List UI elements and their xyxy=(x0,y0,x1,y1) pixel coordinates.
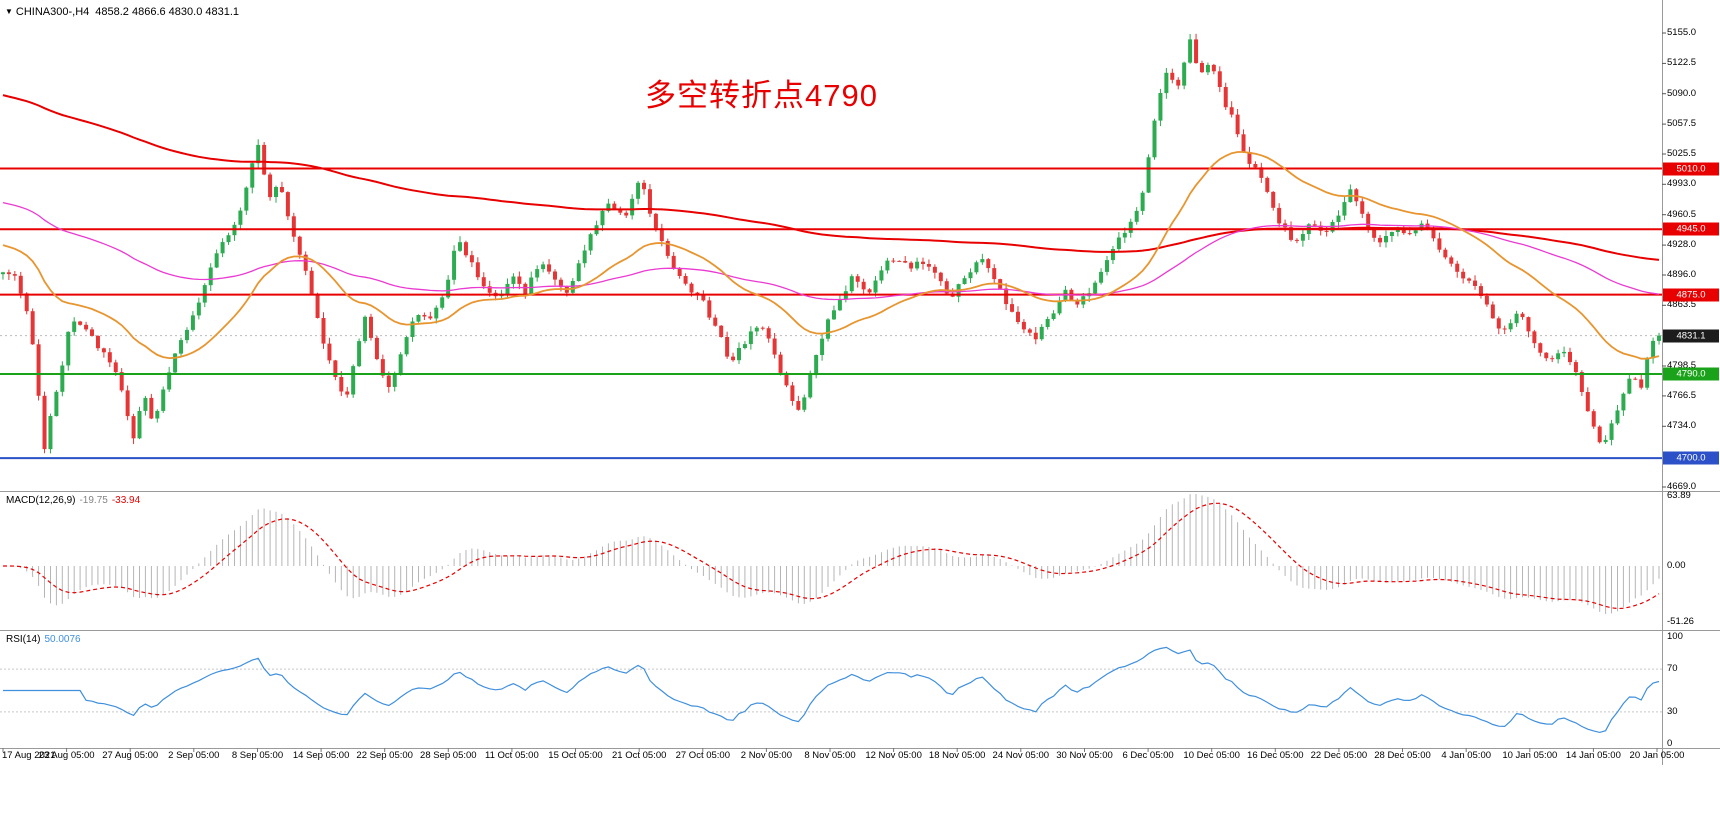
macd-name: MACD(12,26,9) xyxy=(6,495,76,506)
macd-signal-line xyxy=(3,502,1660,610)
symbol-info-bar: ▼ CHINA300-,H4 4858.2 4866.6 4830.0 4831.1 xyxy=(5,6,239,18)
price-tick-label: 4960.5 xyxy=(1667,208,1697,220)
ma-slow-line xyxy=(2,94,1660,261)
time-label: 14 Sep 05:00 xyxy=(292,750,350,761)
rsi-axis-label: 0 xyxy=(1667,738,1673,749)
time-label: 28 Sep 05:00 xyxy=(420,750,477,761)
rsi-axis-label: 100 xyxy=(1667,631,1683,642)
time-label: 10 Jan 05:00 xyxy=(1502,750,1558,761)
time-label: 2 Nov 05:00 xyxy=(740,750,793,761)
symbol-title: CHINA300-,H4 xyxy=(15,6,90,18)
time-label: 27 Aug 05:00 xyxy=(102,750,159,761)
time-label: 18 Nov 05:00 xyxy=(928,750,986,761)
macd-histogram xyxy=(8,494,1660,614)
time-label: 10 Dec 05:00 xyxy=(1183,750,1240,761)
macd-indicator-label: MACD(12,26,9) -19.75 -33.94 xyxy=(6,495,140,506)
time-label: 24 Nov 05:00 xyxy=(992,750,1050,761)
macd-main-value: -19.75 xyxy=(79,495,108,506)
chart-annotation-text: 多空转折点4790 xyxy=(645,78,878,113)
rsi-value: 50.0076 xyxy=(44,634,81,645)
symbol-dropdown-icon[interactable]: ▼ xyxy=(5,7,13,16)
time-label: 6 Dec 05:00 xyxy=(1122,750,1174,761)
macd-axis-label: 0.00 xyxy=(1667,560,1686,571)
price-tick-label: 4734.0 xyxy=(1667,420,1697,432)
price-tag-4700.0: 4700.0 xyxy=(1663,451,1719,465)
price-tick-label: 4993.0 xyxy=(1667,178,1697,190)
time-label: 22 Dec 05:00 xyxy=(1310,750,1368,761)
time-label: 20 Jan 05:00 xyxy=(1629,750,1685,761)
time-label: 14 Jan 05:00 xyxy=(1565,750,1621,761)
rsi-indicator-label: RSI(14) 50.0076 xyxy=(6,634,81,645)
macd-axis-label: -51.26 xyxy=(1667,616,1694,628)
macd-signal-value: -33.94 xyxy=(111,495,141,506)
time-label: 23 Aug 05:00 xyxy=(38,750,95,761)
price-tick-label: 4766.5 xyxy=(1667,389,1697,401)
time-label: 27 Oct 05:00 xyxy=(675,750,730,761)
price-tag-4875.0: 4875.0 xyxy=(1663,288,1719,302)
rsi-axis-label: 70 xyxy=(1667,663,1678,675)
time-label: 11 Oct 05:00 xyxy=(485,750,539,761)
price-tick-label: 4863.5 xyxy=(1667,299,1697,311)
rsi-name: RSI(14) xyxy=(6,634,41,645)
current-price-tag: 4831.1 xyxy=(1663,329,1719,343)
time-label: 30 Nov 05:00 xyxy=(1056,750,1113,761)
price-tag-4945.0: 4945.0 xyxy=(1663,222,1719,236)
time-label: 8 Nov 05:00 xyxy=(804,750,856,761)
price-tick-label: 4798.5 xyxy=(1667,360,1697,371)
rsi-axis-label: 30 xyxy=(1667,705,1678,717)
price-tick-label: 5057.5 xyxy=(1667,118,1697,130)
price-tick-label: 5090.0 xyxy=(1667,87,1697,99)
time-label: 2 Sep 05:00 xyxy=(168,750,220,761)
ma-fast-line xyxy=(2,151,1660,360)
price-tick-label: 4669.0 xyxy=(1667,481,1697,492)
time-label: 4 Jan 05:00 xyxy=(1441,750,1492,761)
ma-medium-line xyxy=(2,201,1660,301)
price-tick-label: 5155.0 xyxy=(1667,27,1697,38)
rsi-line xyxy=(3,646,1660,734)
time-label: 28 Dec 05:00 xyxy=(1374,750,1431,761)
price-tick-label: 5025.5 xyxy=(1667,148,1697,159)
price-tick-label: 4928.0 xyxy=(1667,239,1697,251)
time-label: 8 Sep 05:00 xyxy=(231,750,284,761)
price-tick-label: 4896.0 xyxy=(1667,269,1697,280)
time-label: 16 Dec 05:00 xyxy=(1247,750,1304,761)
price-tag-5010.0: 5010.0 xyxy=(1663,162,1719,175)
time-label: 15 Oct 05:00 xyxy=(548,750,603,761)
macd-axis-label: 63.89 xyxy=(1667,490,1691,501)
time-label: 21 Oct 05:00 xyxy=(611,750,667,761)
time-label: 17 Aug 2021 xyxy=(2,750,56,761)
time-label: 12 Nov 05:00 xyxy=(865,750,922,761)
price-tag-4790.0: 4790.0 xyxy=(1663,367,1719,381)
time-label: 22 Sep 05:00 xyxy=(356,750,413,761)
price-tick-label: 5122.5 xyxy=(1667,57,1697,69)
symbol-ohlc-values: 4858.2 4866.6 4830.0 4831.1 xyxy=(95,6,240,18)
